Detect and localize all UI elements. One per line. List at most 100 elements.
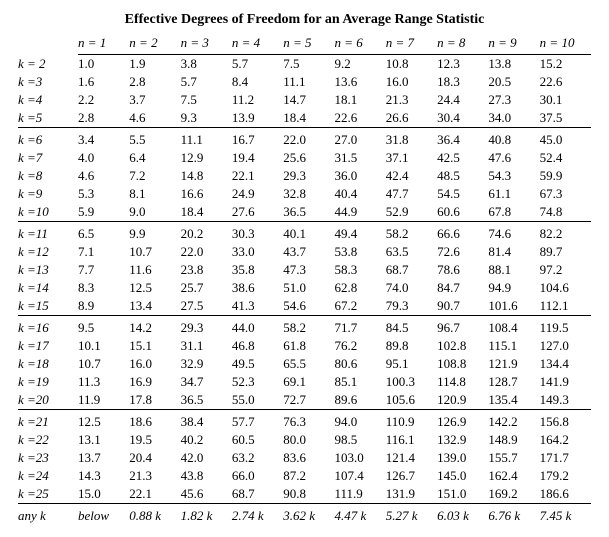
cell: 12.5 — [78, 410, 129, 432]
cell: 5.9 — [78, 203, 129, 222]
cell: 81.4 — [488, 243, 539, 261]
cell: 35.8 — [232, 261, 283, 279]
cell: 52.4 — [540, 149, 591, 167]
table-row: k =84.67.214.822.129.336.042.448.554.359… — [18, 167, 591, 185]
table-row: k =137.711.623.835.847.358.368.778.688.1… — [18, 261, 591, 279]
cell: 179.2 — [540, 467, 591, 485]
edf-table: n = 1n = 2n = 3n = 4n = 5n = 6n = 7n = 8… — [18, 34, 591, 525]
column-header: n = 2 — [129, 34, 180, 55]
cell: 101.6 — [488, 297, 539, 316]
cell: 27.5 — [181, 297, 232, 316]
cell: 60.6 — [437, 203, 488, 222]
cell: 67.8 — [488, 203, 539, 222]
cell: 18.4 — [181, 203, 232, 222]
cell: 108.4 — [488, 316, 539, 338]
cell: 104.6 — [540, 279, 591, 297]
row-group: k =2112.518.638.457.776.394.0110.9126.91… — [18, 410, 591, 504]
cell: 76.3 — [283, 410, 334, 432]
cell: 88.1 — [488, 261, 539, 279]
cell: 33.0 — [232, 243, 283, 261]
cell: 102.8 — [437, 337, 488, 355]
footer-cell: 6.03 k — [437, 504, 488, 526]
cell: 27.3 — [488, 91, 539, 109]
cell: 9.3 — [181, 109, 232, 128]
cell: 5.5 — [129, 128, 180, 150]
cell: 87.2 — [283, 467, 334, 485]
cell: 40.8 — [488, 128, 539, 150]
cell: 46.8 — [232, 337, 283, 355]
cell: 31.1 — [181, 337, 232, 355]
cell: 11.6 — [129, 261, 180, 279]
cell: 47.3 — [283, 261, 334, 279]
cell: 89.8 — [386, 337, 437, 355]
footer-cell: 2.74 k — [232, 504, 283, 526]
cell: 9.9 — [129, 222, 180, 244]
cell: 14.7 — [283, 91, 334, 109]
footer-cell: 5.27 k — [386, 504, 437, 526]
cell: 121.4 — [386, 449, 437, 467]
cell: 11.9 — [78, 391, 129, 410]
cell: 22.0 — [181, 243, 232, 261]
footer-cell: 3.62 k — [283, 504, 334, 526]
cell: 40.1 — [283, 222, 334, 244]
cell: 63.5 — [386, 243, 437, 261]
cell: 36.5 — [283, 203, 334, 222]
cell: 30.1 — [540, 91, 591, 109]
cell: 26.6 — [386, 109, 437, 128]
cell: 29.3 — [181, 316, 232, 338]
cell: 10.1 — [78, 337, 129, 355]
cell: 58.2 — [283, 316, 334, 338]
column-header: n = 10 — [540, 34, 591, 55]
row-label: k =7 — [18, 149, 78, 167]
cell: 72.6 — [437, 243, 488, 261]
cell: 8.9 — [78, 297, 129, 316]
cell: 9.5 — [78, 316, 129, 338]
column-header: n = 5 — [283, 34, 334, 55]
cell: 127.0 — [540, 337, 591, 355]
cell: 43.7 — [283, 243, 334, 261]
table-row: k =2515.022.145.668.790.8111.9131.9151.0… — [18, 485, 591, 504]
cell: 111.9 — [334, 485, 385, 504]
cell: 61.1 — [488, 185, 539, 203]
cell: 149.3 — [540, 391, 591, 410]
cell: 119.5 — [540, 316, 591, 338]
row-label: k = 2 — [18, 55, 78, 74]
cell: 100.3 — [386, 373, 437, 391]
column-header: n = 6 — [334, 34, 385, 55]
cell: 32.8 — [283, 185, 334, 203]
cell: 40.4 — [334, 185, 385, 203]
cell: 44.9 — [334, 203, 385, 222]
cell: 31.8 — [386, 128, 437, 150]
cell: 40.2 — [181, 431, 232, 449]
cell: 22.0 — [283, 128, 334, 150]
cell: 32.9 — [181, 355, 232, 373]
cell: 186.6 — [540, 485, 591, 504]
table-row: k =52.84.69.313.918.422.626.630.434.037.… — [18, 109, 591, 128]
cell: 30.4 — [437, 109, 488, 128]
cell: 80.6 — [334, 355, 385, 373]
row-label: k =9 — [18, 185, 78, 203]
cell: 37.1 — [386, 149, 437, 167]
cell: 15.2 — [540, 55, 591, 74]
cell: 162.4 — [488, 467, 539, 485]
cell: 41.3 — [232, 297, 283, 316]
cell: 95.1 — [386, 355, 437, 373]
cell: 66.6 — [437, 222, 488, 244]
cell: 68.7 — [386, 261, 437, 279]
cell: 8.3 — [78, 279, 129, 297]
cell: 15.0 — [78, 485, 129, 504]
row-label: k =10 — [18, 203, 78, 222]
table-row: k =169.514.229.344.058.271.784.596.7108.… — [18, 316, 591, 338]
table-row: k =2414.321.343.866.087.2107.4126.7145.0… — [18, 467, 591, 485]
cell: 34.0 — [488, 109, 539, 128]
cell: 8.4 — [232, 73, 283, 91]
table-row: k =2112.518.638.457.776.394.0110.9126.91… — [18, 410, 591, 432]
row-label: k =16 — [18, 316, 78, 338]
cell: 84.7 — [437, 279, 488, 297]
table-row: k =148.312.525.738.651.062.874.084.794.9… — [18, 279, 591, 297]
cell: 51.0 — [283, 279, 334, 297]
row-label: k =6 — [18, 128, 78, 150]
table-row: k =105.99.018.427.636.544.952.960.667.87… — [18, 203, 591, 222]
footer-label: any k — [18, 504, 78, 526]
cell: 4.6 — [78, 167, 129, 185]
